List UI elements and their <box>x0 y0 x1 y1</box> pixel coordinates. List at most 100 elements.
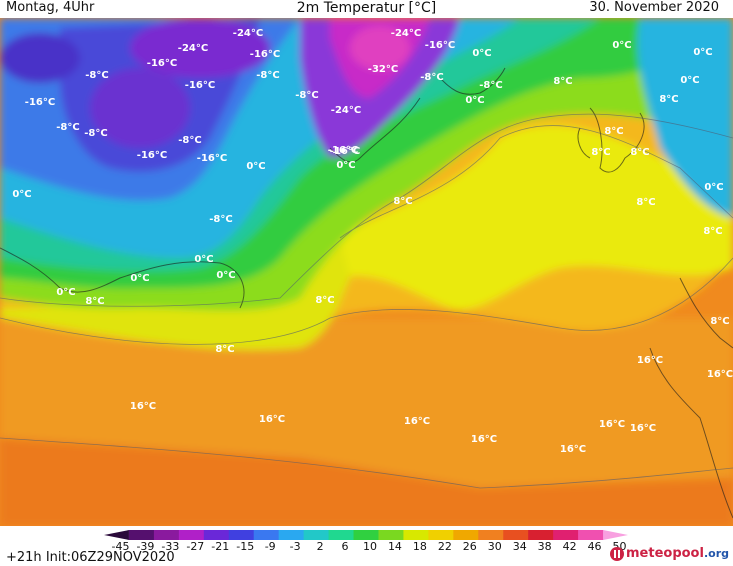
temperature-label: -8°C <box>56 122 79 133</box>
temperature-label: 0°C <box>465 95 484 106</box>
temperature-label: 8°C <box>393 196 412 207</box>
temperature-label: 8°C <box>315 295 334 306</box>
colorbar-cell <box>553 530 579 540</box>
logo-domain: .org <box>703 547 729 560</box>
colorbar-cell <box>528 530 554 540</box>
temperature-label: 0°C <box>246 161 265 172</box>
colorbar-tick-label: 22 <box>437 540 452 553</box>
temperature-label: 8°C <box>630 147 649 158</box>
colorbar-tick-label: -9 <box>264 540 276 553</box>
temperature-label: 16°C <box>404 416 430 427</box>
temperature-label: 16°C <box>707 369 733 380</box>
logo-text: meteopool <box>626 546 704 561</box>
temperature-label: 16°C <box>471 434 497 445</box>
colorbar-ticks: -45 -39 -33 -27 -21 -15 -9 -3 2 6 10 14 18 22 26 30 34 38… <box>104 540 628 554</box>
british-isles-coast <box>589 107 645 173</box>
temperature-label: -16°C <box>425 40 455 51</box>
forecast-hour: +21h <box>6 550 42 565</box>
temperature-label: 8°C <box>591 147 610 158</box>
temperature-label: 0°C <box>472 48 491 59</box>
colorbar-cell <box>203 530 230 540</box>
temperature-label: 0°C <box>693 47 712 58</box>
colorbar-cell <box>228 530 255 540</box>
temperature-label: 0°C <box>612 40 631 51</box>
temperature-label: -8°C <box>479 80 502 91</box>
colorbar-cell <box>178 530 205 540</box>
temperature-label: -8°C <box>256 70 279 81</box>
temperature-label: 0°C <box>216 270 235 281</box>
colorbar-tick-label: 2 <box>316 540 324 553</box>
temperature-label: 8°C <box>710 316 729 327</box>
temperature-label: 8°C <box>636 197 655 208</box>
colorbar-cell <box>478 530 504 540</box>
colorbar-cell <box>303 530 330 540</box>
colorbar-cell <box>278 530 305 540</box>
temperature-label: -8°C <box>420 72 443 83</box>
temperature-label: 0°C <box>194 254 213 265</box>
colorbar-cell <box>328 530 355 540</box>
temperature-label: 16°C <box>560 444 586 455</box>
temperature-label: -8°C <box>84 128 107 139</box>
colorbar-tick-label: -39 <box>136 540 155 553</box>
temperature-label: 16°C <box>599 419 625 430</box>
colorbar <box>104 530 628 540</box>
temperature-label: 0°C <box>130 273 149 284</box>
colorbar-tick-label: 6 <box>341 540 349 553</box>
colorbar-cell <box>353 530 379 540</box>
temperature-label: -24°C <box>331 105 361 116</box>
init-time: Init:06Z29NOV2020 <box>45 550 175 565</box>
colorbar-cell <box>128 530 155 540</box>
temperature-label: 8°C <box>85 296 104 307</box>
colorbar-tick-label: 46 <box>587 540 602 553</box>
temperature-map: -24°C -24°C -24°C -16°C -16°C -16°C -16°C -16°C… <box>0 18 733 526</box>
temperature-label: 8°C <box>703 226 722 237</box>
colorbar-tick-label: -3 <box>289 540 301 553</box>
temperature-label: 8°C <box>604 126 623 137</box>
valid-date: 30. November 2020 <box>589 0 719 15</box>
footer: -45 -39 -33 -27 -21 -15 -9 -3 2 6 10 14 18 22 26 30 34 38… <box>0 526 733 566</box>
temperature-label: -16°C <box>147 58 177 69</box>
map-canvas: -24°C-24°C-24°C-16°C-16°C-16°C-16°C-16°C… <box>0 18 733 526</box>
temperature-label: 8°C <box>553 76 572 87</box>
colorbar-cell <box>403 530 429 540</box>
temperature-label: 0°C <box>704 182 723 193</box>
temperature-label: -24°C <box>178 43 208 54</box>
temperature-label: 0°C <box>336 160 355 171</box>
colorbar-tick-label: 14 <box>387 540 402 553</box>
temperature-label: 0°C <box>680 75 699 86</box>
model-run-info: +21h Init:06Z29NOV2020 <box>6 550 175 565</box>
colorbar-cell <box>428 530 454 540</box>
temperature-label: -24°C <box>391 28 421 39</box>
colorbar-tick-label: 34 <box>512 540 527 553</box>
temperature-label: -16°C <box>197 153 227 164</box>
colorbar-tick-label: -15 <box>236 540 255 553</box>
temperature-label: -32°C <box>368 64 398 75</box>
colorbar-tick-label: 38 <box>537 540 552 553</box>
temperature-label: 16°C <box>259 414 285 425</box>
colorbar-tick-label: 18 <box>412 540 427 553</box>
header: Montag, 4Uhr 2m Temperatur [°C] 30. Nove… <box>0 0 733 18</box>
temperature-label: -16°C <box>185 80 215 91</box>
temperature-label: 0°C <box>12 189 31 200</box>
temperature-label: -8°C <box>295 90 318 101</box>
colorbar-tick-label: 26 <box>462 540 477 553</box>
map-title: 2m Temperatur [°C] <box>296 0 437 16</box>
colorbar-cell <box>153 530 180 540</box>
temperature-labels: -24°C-24°C-24°C-16°C-16°C-16°C-16°C-16°C… <box>12 28 733 455</box>
colorbar-cell <box>503 530 529 540</box>
temperature-label: -16°C <box>330 146 360 157</box>
temperature-label: 8°C <box>659 94 678 105</box>
temperature-label: -8°C <box>178 135 201 146</box>
colorbar-cell <box>578 530 604 540</box>
colorbar-cell <box>378 530 404 540</box>
temperature-label: 0°C <box>56 287 75 298</box>
colorbar-tick-label: -45 <box>111 540 130 553</box>
temperature-label: 8°C <box>215 344 234 355</box>
colorbar-tick-label: 42 <box>562 540 577 553</box>
temperature-label: -16°C <box>328 145 358 156</box>
meteopool-logo[interactable]: meteopool.org <box>610 546 729 564</box>
colorbar-cell <box>603 530 628 540</box>
colorbar-tick-label: -33 <box>161 540 180 553</box>
colorbar-tick-label: -27 <box>186 540 205 553</box>
temperature-label: -24°C <box>233 28 263 39</box>
